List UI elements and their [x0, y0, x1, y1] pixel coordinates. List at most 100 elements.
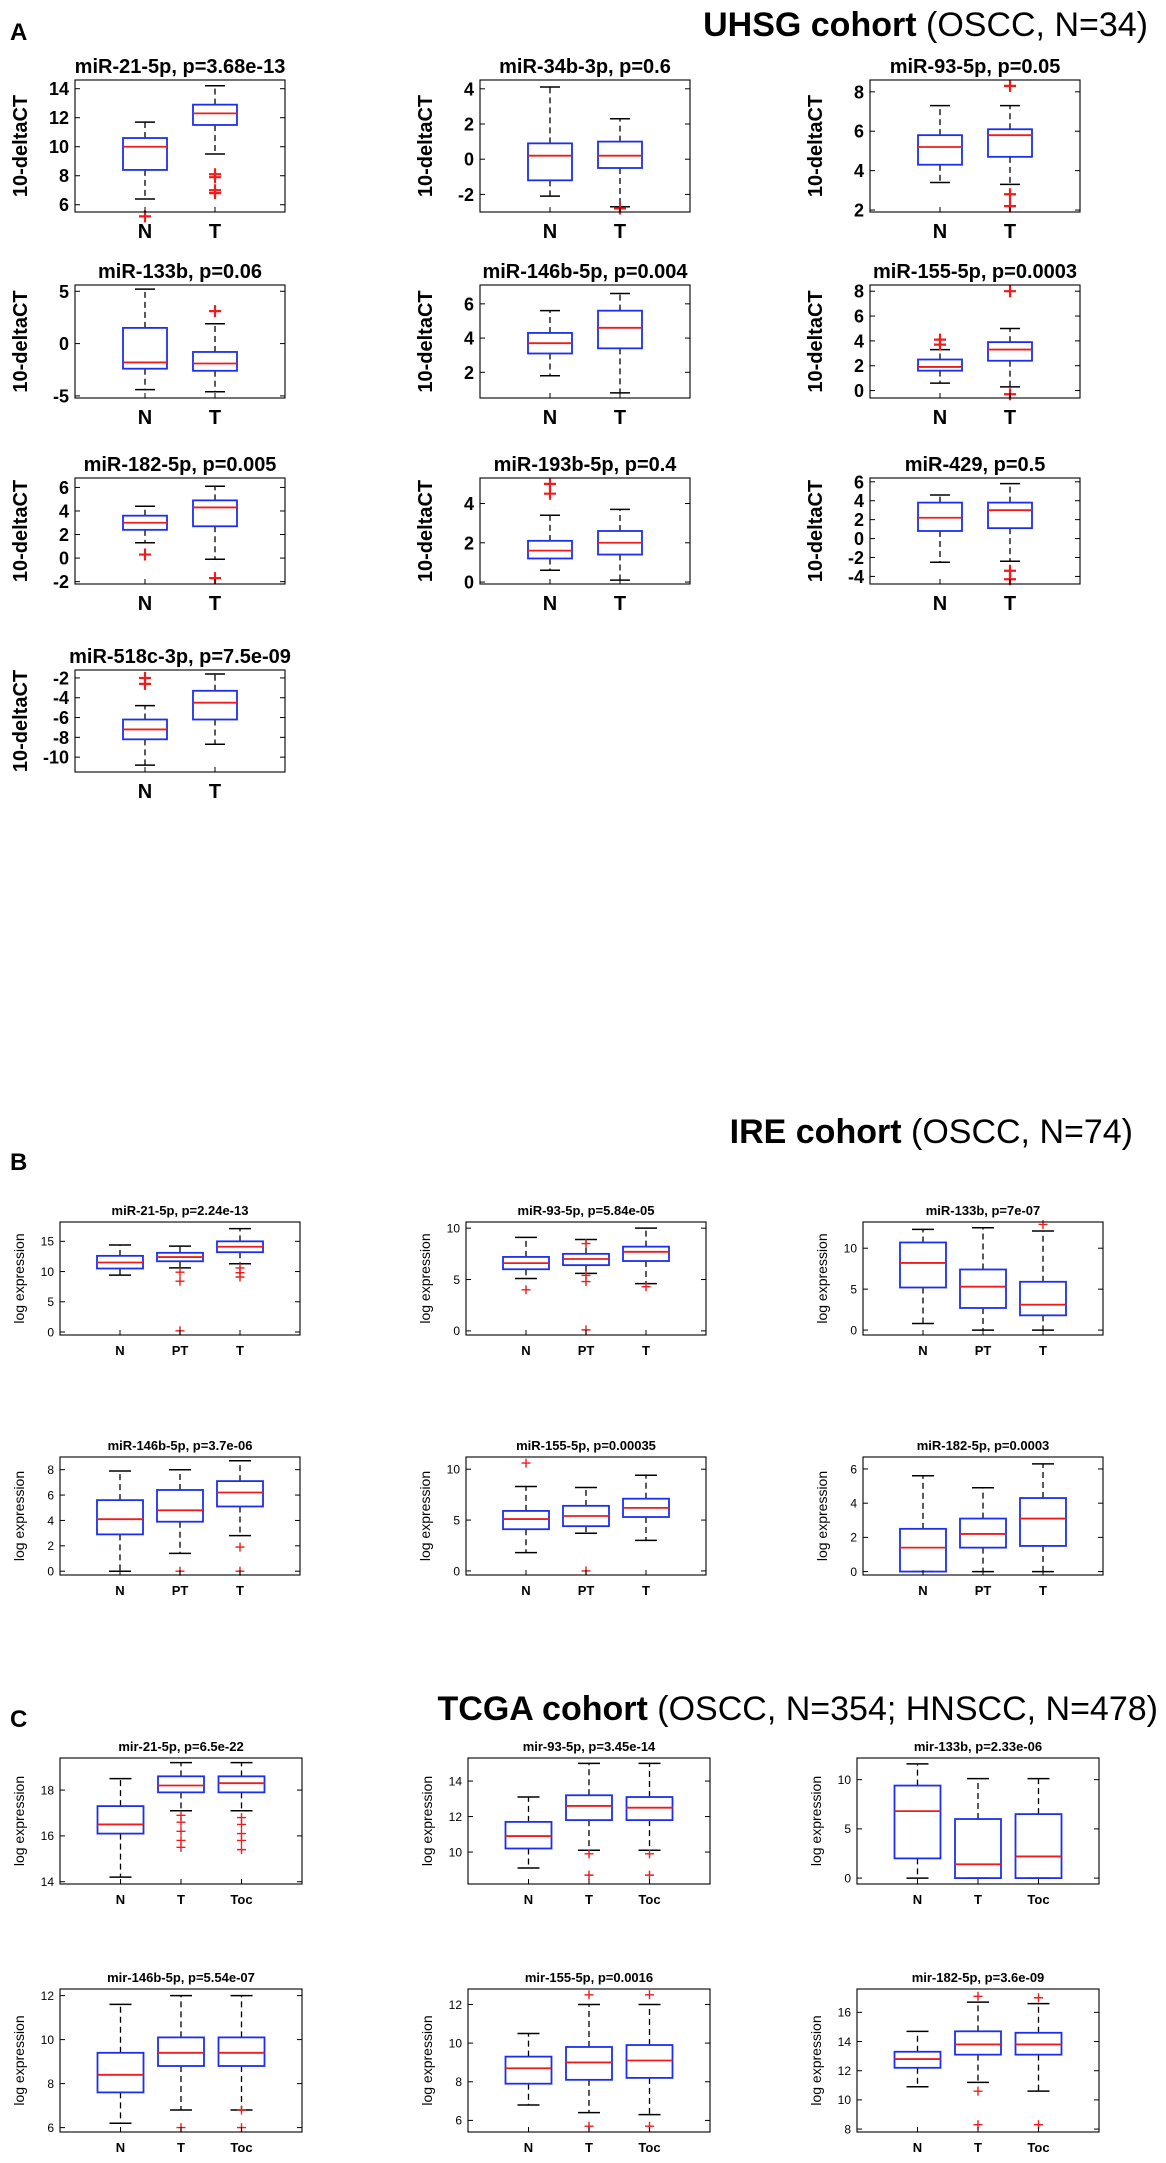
y-tick-label: 2 — [464, 533, 474, 553]
box-n — [893, 2030, 942, 2088]
box-n — [122, 121, 168, 223]
x-category-label: T — [614, 593, 626, 615]
box-iqr — [157, 2036, 205, 2067]
panel: miR-34b-3p, p=0.6 -2 0 2 4 10-deltaCT N T — [415, 56, 691, 243]
outlier-marker — [209, 305, 221, 318]
y-tick-label: 6 — [59, 478, 69, 498]
x-category-label: N — [543, 407, 557, 429]
y-tick-label: 8 — [455, 2075, 462, 2089]
outlier-marker — [581, 1277, 591, 1287]
y-tick-label: 4 — [854, 161, 864, 181]
box-n — [502, 1458, 550, 1554]
outlier-marker — [581, 1239, 591, 1249]
panel-title: mir-146b-5p, p=5.54e-07 — [107, 1970, 255, 1985]
box-n — [96, 1777, 145, 1878]
x-category-label: Toc — [1027, 1892, 1049, 1907]
plot-frame — [467, 1757, 711, 1885]
x-category-label: N — [918, 1343, 927, 1358]
x-category-label: T — [209, 221, 221, 243]
y-tick-label: -2 — [458, 185, 474, 205]
y-tick-label: -2 — [53, 668, 69, 688]
box-n — [122, 671, 168, 766]
panel: miR-146b-5p, p=0.004 2 4 6 10-deltaCT N T — [415, 261, 691, 429]
outlier-marker — [1004, 79, 1016, 92]
y-tick-label: 4 — [464, 329, 474, 349]
plot-frame — [856, 1988, 1100, 2133]
x-category-label: N — [918, 1583, 927, 1598]
cohort-details: (OSCC, N=354; HNSCC, N=478) — [657, 1690, 1158, 1728]
box-n — [899, 1228, 947, 1325]
cohort-details: (OSCC, N=74) — [911, 1113, 1133, 1151]
box-t — [622, 1474, 670, 1542]
y-tick-label: 5 — [453, 1513, 460, 1527]
box-t — [565, 1990, 613, 2131]
y-tick-label: 6 — [464, 294, 474, 314]
x-category-label: N — [115, 1343, 124, 1358]
x-category-label: T — [614, 221, 626, 243]
x-category-label: T — [585, 1892, 593, 1907]
plot-frame — [74, 477, 286, 585]
y-tick-label: 4 — [854, 491, 864, 511]
outlier-marker — [584, 1990, 594, 2000]
panel-title: miR-193b-5p, p=0.4 — [494, 454, 678, 476]
y-axis-label: 10-deltaCT — [10, 95, 32, 197]
x-category-label: Toc — [638, 2140, 660, 2155]
y-axis-label: 10-deltaCT — [415, 290, 437, 392]
box-n — [899, 1475, 947, 1573]
y-axis-label: 10-deltaCT — [10, 290, 32, 392]
y-tick-label: 6 — [47, 2121, 54, 2135]
x-category-label: N — [115, 1583, 124, 1598]
outlier-marker — [235, 1542, 245, 1552]
box-iqr — [954, 1818, 1002, 1879]
box-pt — [959, 1487, 1007, 1573]
box-iqr — [987, 128, 1033, 158]
box-t — [954, 1991, 1002, 2130]
y-tick-label: 5 — [850, 1282, 857, 1296]
outlier-marker — [176, 1817, 186, 1827]
y-tick-label: 6 — [455, 2114, 462, 2128]
panel: miR-93-5p, p=5.84e-05 0 5 10 log expression N… — [417, 1203, 707, 1358]
box-iqr — [1019, 1497, 1067, 1547]
y-tick-label: 4 — [464, 79, 474, 99]
x-category-label: Toc — [230, 1892, 252, 1907]
panel-title: miR-21-5p, p=2.24e-13 — [112, 1203, 249, 1218]
y-tick-label: 5 — [453, 1273, 460, 1287]
y-axis-label: 10-deltaCT — [10, 480, 32, 582]
y-tick-label: 5 — [47, 1295, 54, 1309]
x-category-label: T — [209, 407, 221, 429]
plot-frame — [59, 1456, 301, 1576]
y-tick-label: 2 — [464, 363, 474, 383]
y-tick-label: 2 — [854, 510, 864, 530]
panel: miR-182-5p, p=0.0003 0 2 4 6 log expression N P… — [814, 1438, 1104, 1598]
x-category-label: PT — [975, 1583, 992, 1598]
heading-space — [902, 1113, 911, 1151]
y-tick-label: 4 — [47, 1514, 54, 1528]
cohort-name: TCGA cohort — [438, 1690, 648, 1728]
plot-frame — [479, 477, 691, 585]
y-tick-label: 14 — [41, 1875, 55, 1889]
section-b: B IRE cohort (OSCC, N=74) miR-21-5p, p=2.2… — [10, 1113, 1133, 1598]
box-iqr — [502, 1510, 550, 1531]
box-t — [954, 1777, 1002, 1879]
cohort-name: IRE cohort — [730, 1113, 902, 1151]
y-axis-label: 10-deltaCT — [805, 480, 827, 582]
plot-frame — [74, 669, 286, 773]
section-a: A UHSG cohort (OSCC, N=34) miR-21-5p, p=3.… — [10, 6, 1148, 803]
panel: miR-21-5p, p=3.68e-13 6 8 10 12 14 10-deltaCT N… — [10, 56, 286, 243]
y-tick-label: 8 — [59, 166, 69, 186]
x-category-label: T — [642, 1343, 650, 1358]
box-iqr — [917, 358, 963, 372]
panel-title: mir-93-5p, p=3.45e-14 — [523, 1739, 656, 1754]
plot-frame — [869, 79, 1081, 213]
plot-frame — [479, 284, 691, 399]
box-iqr — [217, 1775, 266, 1794]
box-iqr — [899, 1527, 947, 1573]
y-tick-label: 8 — [854, 82, 864, 102]
y-tick-label: 16 — [41, 1829, 55, 1843]
y-axis-label: log expression — [11, 1776, 27, 1866]
y-axis-label: 10-deltaCT — [415, 95, 437, 197]
section-c: C TCGA cohort (OSCC, N=354; HNSCC, N=478)… — [10, 1690, 1158, 2155]
x-category-label: PT — [578, 1343, 595, 1358]
y-tick-label: 8 — [844, 2122, 851, 2136]
